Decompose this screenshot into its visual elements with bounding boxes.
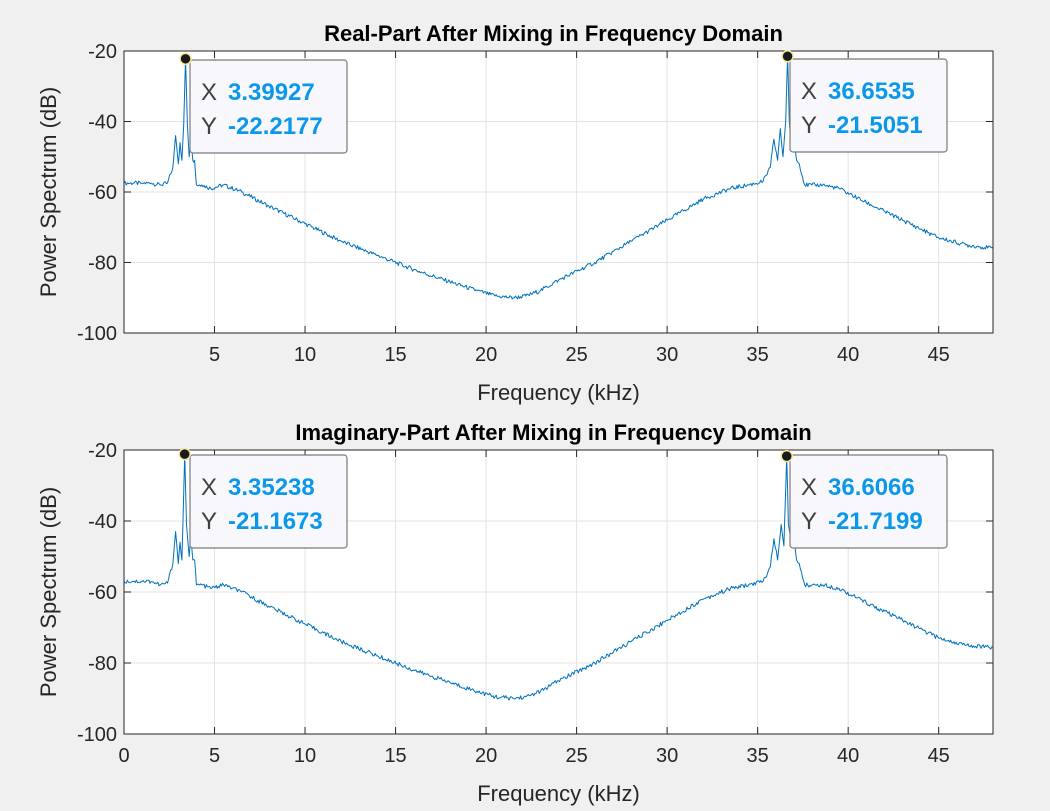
datatip[interactable]: X 3.35238 Y -21.1673 bbox=[178, 447, 348, 549]
datatip-y-label: Y bbox=[201, 113, 217, 140]
datatip-marker[interactable] bbox=[780, 449, 793, 463]
datatip-y-label: Y bbox=[201, 508, 217, 535]
x-tick-label: 40 bbox=[837, 344, 859, 366]
x-tick-label: 10 bbox=[294, 344, 316, 366]
datatip-x-value: 3.39927 bbox=[228, 79, 315, 106]
x-tick-label: 30 bbox=[656, 745, 678, 767]
x-tick-label: 5 bbox=[209, 745, 220, 767]
x-axis-label: Frequency (kHz) bbox=[477, 781, 640, 806]
x-tick-label: 10 bbox=[294, 745, 316, 767]
datatip-marker[interactable] bbox=[179, 52, 192, 66]
x-tick-label: 15 bbox=[384, 344, 406, 366]
axes-top: 5 10 15 20 25 30 35 40 45 -100 -80 -60 -40 -20 Real-Pa… bbox=[36, 21, 994, 405]
x-tick-label: 40 bbox=[837, 745, 859, 767]
x-tick-label: 25 bbox=[565, 344, 587, 366]
datatip-y-value: -21.7199 bbox=[828, 508, 923, 535]
datatip-box bbox=[189, 454, 348, 549]
y-tick-label: -100 bbox=[77, 323, 117, 345]
datatip-x-value: 36.6535 bbox=[828, 78, 915, 105]
x-tick-label: 5 bbox=[209, 344, 220, 366]
datatip-x-label: X bbox=[201, 474, 217, 501]
datatip[interactable]: X 3.39927 Y -22.2177 bbox=[179, 52, 348, 154]
x-tick-label: 0 bbox=[118, 745, 129, 767]
chart-title: Real-Part After Mixing in Frequency Doma… bbox=[324, 21, 783, 46]
x-tick-label: 35 bbox=[747, 344, 769, 366]
datatip[interactable]: X 36.6535 Y -21.5051 bbox=[781, 50, 948, 153]
y-tick-label: -60 bbox=[88, 582, 117, 604]
datatip-marker[interactable] bbox=[781, 50, 794, 63]
datatip-y-value: -21.5051 bbox=[828, 112, 923, 139]
y-tick-label: -80 bbox=[88, 653, 117, 675]
x-tick-label: 45 bbox=[928, 344, 950, 366]
series-line bbox=[123, 453, 994, 701]
y-axis-label: Power Spectrum (dB) bbox=[36, 87, 61, 297]
datatip-x-value: 3.35238 bbox=[228, 474, 315, 501]
datatip[interactable]: X 36.6066 Y -21.7199 bbox=[780, 449, 948, 549]
y-tick-label: -20 bbox=[88, 440, 117, 462]
series-line bbox=[123, 55, 994, 300]
datatip-y-value: -21.1673 bbox=[228, 508, 323, 535]
y-tick-label: -40 bbox=[88, 511, 117, 533]
y-tick-label: -20 bbox=[88, 41, 117, 63]
datatip-y-value: -22.2177 bbox=[228, 113, 323, 140]
datatip-x-label: X bbox=[801, 474, 817, 501]
datatip-box bbox=[189, 59, 348, 154]
datatip-marker[interactable] bbox=[178, 447, 191, 461]
datatip-x-label: X bbox=[801, 78, 817, 105]
datatip-box bbox=[789, 454, 948, 549]
datatip-x-label: X bbox=[201, 79, 217, 106]
y-tick-label: -100 bbox=[77, 724, 117, 746]
x-axis-label: Frequency (kHz) bbox=[477, 380, 640, 405]
x-tick-label: 30 bbox=[656, 344, 678, 366]
datatip-y-label: Y bbox=[801, 508, 817, 535]
x-tick-label: 15 bbox=[384, 745, 406, 767]
y-tick-label: -60 bbox=[88, 182, 117, 204]
datatip-box bbox=[789, 58, 948, 153]
datatip-x-value: 36.6066 bbox=[828, 474, 915, 501]
y-tick-label: -80 bbox=[88, 253, 117, 275]
chart-title: Imaginary-Part After Mixing in Frequency… bbox=[295, 420, 811, 445]
x-tick-label: 35 bbox=[747, 745, 769, 767]
x-tick-label: 25 bbox=[565, 745, 587, 767]
axes-bottom: 0 5 10 15 20 25 30 35 40 45 -100 -80 -60 -40 -20 Imagin… bbox=[36, 420, 994, 806]
x-tick-label: 45 bbox=[928, 745, 950, 767]
y-axis-label: Power Spectrum (dB) bbox=[36, 487, 61, 697]
datatip-y-label: Y bbox=[801, 112, 817, 139]
x-tick-label: 20 bbox=[475, 745, 497, 767]
y-tick-label: -40 bbox=[88, 112, 117, 134]
x-tick-label: 20 bbox=[475, 344, 497, 366]
